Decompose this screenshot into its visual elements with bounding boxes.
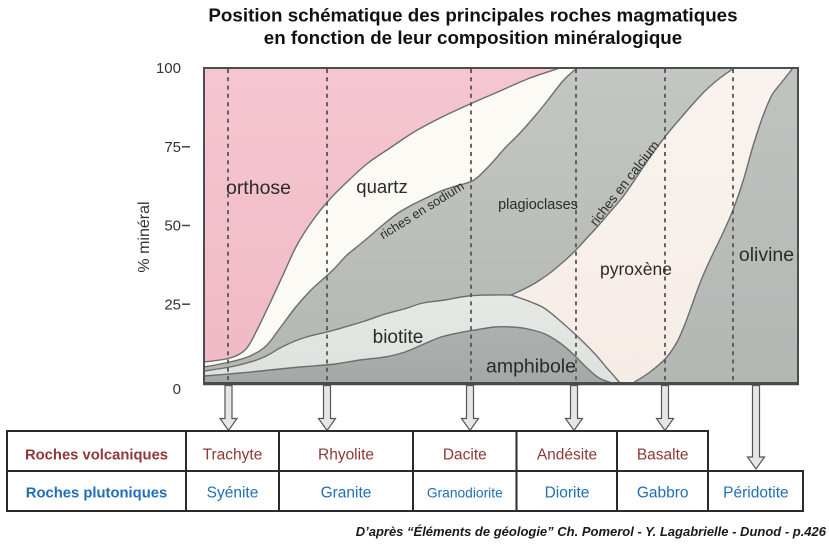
- svg-text:Syénite: Syénite: [207, 485, 259, 502]
- svg-text:Rhyolite: Rhyolite: [318, 447, 374, 464]
- svg-text:50: 50: [164, 218, 181, 235]
- svg-text:% minéral: % minéral: [136, 201, 153, 272]
- svg-text:Roches volcaniques: Roches volcaniques: [25, 448, 168, 464]
- svg-text:Gabbro: Gabbro: [637, 485, 689, 502]
- svg-text:Position schématique des princ: Position schématique des principales roc…: [208, 5, 737, 26]
- svg-text:75: 75: [164, 139, 181, 156]
- svg-text:Trachyte: Trachyte: [203, 447, 263, 464]
- svg-text:Granodiorite: Granodiorite: [427, 486, 503, 501]
- svg-text:biotite: biotite: [373, 327, 424, 348]
- svg-text:Andésite: Andésite: [537, 447, 597, 464]
- svg-text:pyroxène: pyroxène: [600, 259, 672, 279]
- svg-text:Péridotite: Péridotite: [723, 485, 788, 502]
- svg-text:quartz: quartz: [356, 176, 407, 197]
- svg-text:D’après “Éléments de géologie”: D’après “Éléments de géologie” Ch. Pomer…: [356, 524, 827, 539]
- svg-text:25: 25: [164, 296, 181, 313]
- svg-text:en fonction de leur compositio: en fonction de leur composition minéralo…: [264, 27, 682, 48]
- svg-text:0: 0: [173, 381, 181, 398]
- svg-text:100: 100: [156, 60, 181, 77]
- svg-text:Granite: Granite: [321, 485, 372, 502]
- svg-text:Diorite: Diorite: [545, 485, 590, 502]
- svg-text:orthose: orthose: [226, 177, 291, 199]
- svg-text:Roches plutoniques: Roches plutoniques: [26, 486, 167, 502]
- svg-text:plagioclases: plagioclases: [498, 197, 578, 213]
- svg-text:Dacite: Dacite: [443, 447, 487, 464]
- svg-text:amphibole: amphibole: [486, 356, 576, 378]
- svg-text:olivine: olivine: [739, 244, 794, 266]
- svg-text:Basalte: Basalte: [637, 447, 689, 464]
